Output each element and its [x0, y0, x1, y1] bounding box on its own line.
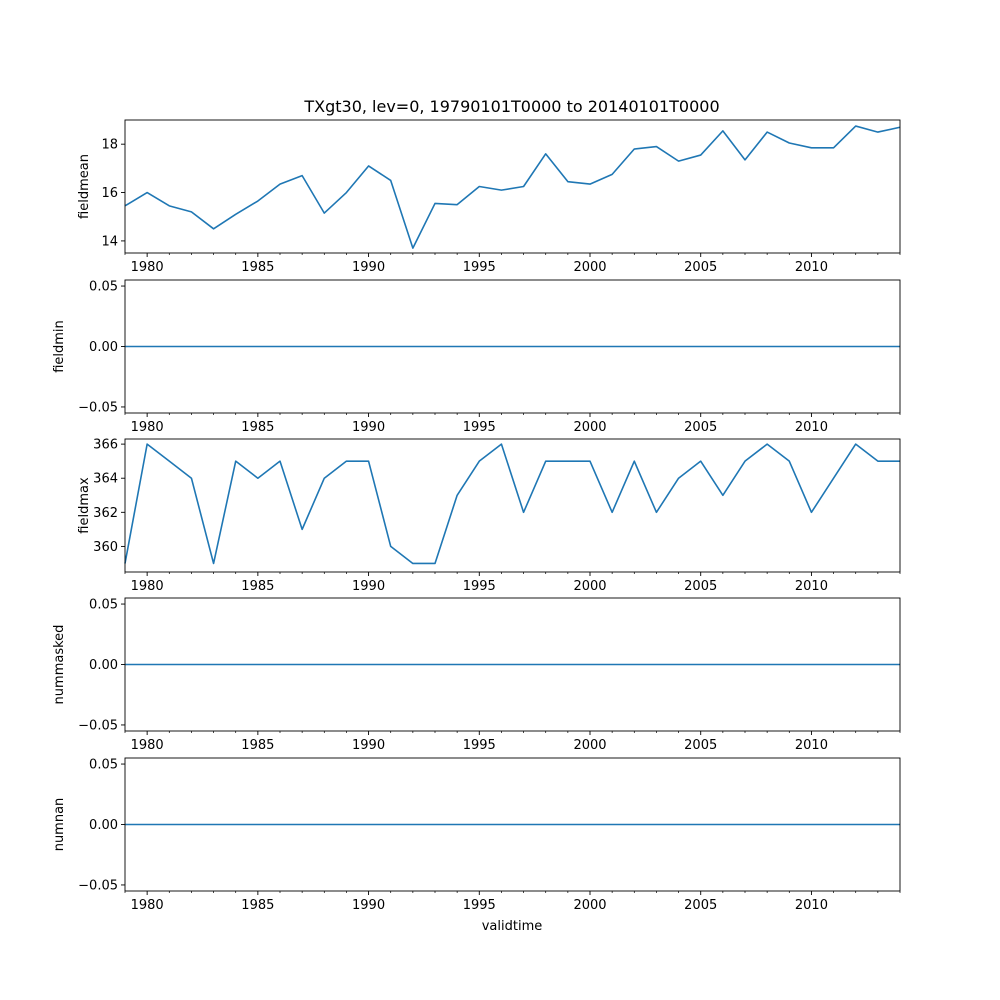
series-line-fieldmean [124, 125, 901, 249]
y-tick-label: −0.05 [78, 400, 118, 415]
x-tick-label: 1985 [241, 420, 274, 435]
x-tick-label: 1980 [131, 260, 164, 275]
x-tick-label: 1995 [463, 898, 496, 913]
y-tick-label: 366 [93, 438, 118, 453]
panel-nummasked: 1980 1985 1990 1995 2000 2005 2010 −0.05 0.00 0.0… [52, 598, 901, 753]
y-tick-label: 360 [93, 540, 118, 555]
x-tick-label: 2010 [795, 579, 828, 594]
x-tick-label: 2000 [573, 738, 606, 753]
x-tick-label: 2000 [573, 420, 606, 435]
y-tick-label: 16 [101, 186, 118, 201]
x-tick-label: 1980 [131, 738, 164, 753]
x-tick-label: 1990 [352, 260, 385, 275]
y-tick-label: 0.05 [89, 598, 118, 613]
x-tick-label: 1985 [241, 579, 274, 594]
x-tick-label: 1995 [463, 579, 496, 594]
x-tick-label: 1990 [352, 898, 385, 913]
x-tick-label: 1995 [463, 738, 496, 753]
y-tick-label: 0.00 [89, 818, 118, 833]
x-tick-label: 2005 [684, 738, 717, 753]
panel-fieldmax: 1980 1985 1990 1995 2000 2005 2010 360 362 364 366… [77, 438, 901, 594]
x-tick-label: 1980 [131, 420, 164, 435]
x-tick-label: 1985 [241, 898, 274, 913]
y-axis-label-nummasked: nummasked [52, 625, 67, 705]
x-tick-label: 2005 [684, 260, 717, 275]
y-tick-label: −0.05 [78, 878, 118, 893]
y-tick-label: 0.00 [89, 658, 118, 673]
y-tick-label: 364 [93, 472, 118, 487]
x-tick-label: 1980 [131, 898, 164, 913]
x-tick-label: 2005 [684, 898, 717, 913]
x-tick-label: 1990 [352, 738, 385, 753]
x-tick-label: 1985 [241, 738, 274, 753]
x-tick-label: 2010 [795, 260, 828, 275]
panels: 1980 1985 1990 1995 2000 2005 2010 14 16 18 fieldm… [52, 119, 901, 913]
figure-title: TXgt30, lev=0, 19790101T0000 to 20140101… [303, 97, 719, 116]
y-axis-label-fieldmin: fieldmin [52, 320, 67, 373]
x-tick-label: 1985 [241, 260, 274, 275]
x-tick-label: 1990 [352, 420, 385, 435]
y-tick-label: −0.05 [78, 718, 118, 733]
series-line-fieldmax [124, 443, 900, 565]
y-axis-label-numnan: numnan [52, 798, 67, 852]
axes-frame-fieldmax [124, 438, 901, 573]
x-tick-label: 2000 [573, 898, 606, 913]
y-axis-label-fieldmean: fieldmean [77, 154, 92, 219]
panel-numnan: 1980 1985 1990 1995 2000 2005 2010 −0.05 0.00 0.0… [52, 758, 901, 913]
x-tick-label: 2010 [795, 898, 828, 913]
x-tick-label: 1995 [463, 420, 496, 435]
x-tick-label: 1990 [352, 579, 385, 594]
x-tick-label: 2005 [684, 420, 717, 435]
x-tick-label: 2005 [684, 579, 717, 594]
x-axis-label: validtime [482, 919, 543, 934]
x-tick-label: 2010 [795, 420, 828, 435]
x-tick-label: 2000 [573, 579, 606, 594]
axes-frame-fieldmean [124, 119, 901, 254]
x-tick-label: 2000 [573, 260, 606, 275]
panel-fieldmin: 1980 1985 1990 1995 2000 2005 2010 −0.05 0.00 0.0… [52, 280, 901, 435]
y-tick-label: 0.00 [89, 340, 118, 355]
y-tick-label: 362 [93, 506, 118, 521]
y-axis-label-fieldmax: fieldmax [77, 477, 92, 534]
y-tick-label: 14 [101, 234, 118, 249]
y-tick-label: 0.05 [89, 280, 118, 295]
x-tick-label: 1995 [463, 260, 496, 275]
y-tick-label: 18 [101, 138, 118, 153]
x-tick-label: 1980 [131, 579, 164, 594]
y-tick-label: 0.05 [89, 758, 118, 773]
x-tick-label: 2010 [795, 738, 828, 753]
panel-fieldmean: 1980 1985 1990 1995 2000 2005 2010 14 16 18 fieldm… [77, 119, 901, 275]
